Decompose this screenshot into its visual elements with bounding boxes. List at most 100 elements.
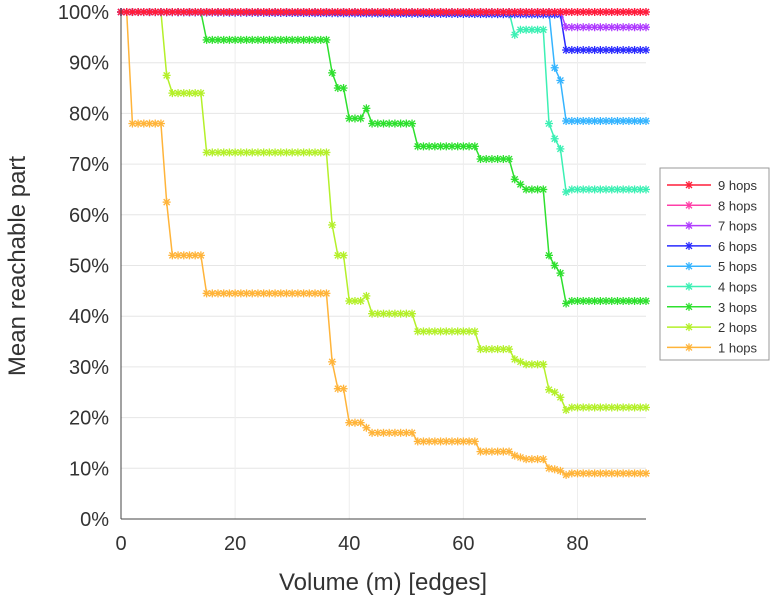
data-point-marker <box>533 360 542 369</box>
data-point-marker <box>516 453 525 462</box>
data-point-marker <box>174 251 183 260</box>
data-point-marker <box>322 289 331 298</box>
y-tick-label: 0% <box>80 509 109 531</box>
data-point-marker <box>567 185 576 194</box>
data-point-marker <box>579 23 588 32</box>
x-tick-label: 20 <box>224 533 246 555</box>
data-point-marker <box>590 8 599 16</box>
data-point-marker <box>390 309 399 318</box>
data-point-marker <box>602 46 611 55</box>
data-point-marker <box>596 23 605 32</box>
data-point-marker <box>134 119 143 128</box>
data-point-marker <box>265 148 274 157</box>
data-point-marker <box>236 289 245 298</box>
legend-label: 7 hops <box>718 219 758 234</box>
x-tick-label: 80 <box>566 533 588 555</box>
data-point-marker <box>162 8 171 16</box>
data-point-marker <box>590 23 599 32</box>
data-point-marker <box>436 327 445 336</box>
data-point-marker <box>556 144 565 153</box>
series-3-hops <box>117 8 650 308</box>
data-point-marker <box>191 8 200 16</box>
data-point-marker <box>174 8 183 16</box>
data-point-marker <box>225 289 234 298</box>
y-tick-label: 70% <box>69 154 109 176</box>
data-point-marker <box>550 465 559 474</box>
data-point-marker <box>128 8 137 16</box>
y-tick-label: 80% <box>69 103 109 125</box>
data-point-marker <box>419 437 428 446</box>
legend-label: 5 hops <box>718 259 758 274</box>
x-tick-label: 0 <box>115 533 126 555</box>
data-point-marker <box>396 309 405 318</box>
data-point-marker <box>368 428 377 437</box>
data-point-marker <box>322 35 331 44</box>
data-point-marker <box>185 251 194 260</box>
data-point-marker <box>442 327 451 336</box>
data-point-marker <box>630 403 639 412</box>
data-point-marker <box>225 35 234 44</box>
data-point-marker <box>128 119 137 128</box>
data-point-marker <box>248 289 257 298</box>
data-point-marker <box>584 46 593 55</box>
data-point-marker <box>299 35 308 44</box>
y-tick-label: 100% <box>58 2 109 24</box>
data-point-marker <box>396 8 405 16</box>
data-point-marker <box>510 175 519 184</box>
data-point-marker <box>624 469 633 478</box>
data-point-marker <box>305 289 314 298</box>
data-point-marker <box>425 437 434 446</box>
data-point-marker <box>516 180 525 189</box>
data-point-marker <box>596 46 605 55</box>
legend-item: 3 hops <box>667 300 758 315</box>
data-point-marker <box>470 437 479 446</box>
data-point-marker <box>510 451 519 460</box>
data-point-marker <box>590 185 599 194</box>
data-point-marker <box>339 84 348 93</box>
legend-item: 1 hops <box>667 340 758 355</box>
series-9-hops <box>117 8 650 16</box>
data-point-marker <box>527 185 536 194</box>
data-point-marker <box>642 8 650 16</box>
data-point-marker <box>316 35 325 44</box>
legend-item: 6 hops <box>667 239 758 254</box>
data-point-marker <box>624 403 633 412</box>
data-point-marker <box>476 155 485 164</box>
data-point-marker <box>613 185 622 194</box>
legend-marker-icon <box>685 221 693 230</box>
data-point-marker <box>419 142 428 151</box>
data-point-marker <box>556 76 565 85</box>
data-point-marker <box>556 269 565 278</box>
data-point-marker <box>642 403 650 412</box>
data-point-marker <box>373 428 382 437</box>
data-point-marker <box>265 289 274 298</box>
data-point-marker <box>573 469 582 478</box>
data-point-marker <box>242 8 251 16</box>
series-line <box>121 11 646 305</box>
data-point-marker <box>590 117 599 126</box>
data-point-marker <box>499 447 508 456</box>
data-point-marker <box>162 71 171 80</box>
data-point-marker <box>505 345 514 354</box>
legend-label: 8 hops <box>718 198 758 213</box>
data-point-marker <box>390 119 399 128</box>
data-point-marker <box>533 8 542 16</box>
x-tick-label: 40 <box>338 533 360 555</box>
y-tick-label: 30% <box>69 357 109 379</box>
x-tick-label: 60 <box>452 533 474 555</box>
legend-marker-icon <box>685 181 693 189</box>
data-point-marker <box>624 117 633 126</box>
legend-box <box>659 167 770 361</box>
legend-item: 8 hops <box>667 198 758 213</box>
data-point-marker <box>265 8 274 16</box>
legend-item: 4 hops <box>667 280 758 295</box>
data-point-marker <box>196 89 205 98</box>
y-axis-label: Mean reachable part <box>4 156 31 376</box>
series-line <box>121 11 646 194</box>
series-line <box>120 11 646 51</box>
data-point-marker <box>339 384 348 393</box>
data-point-marker <box>630 8 639 16</box>
data-point-marker <box>362 8 371 16</box>
series-line <box>121 11 646 411</box>
